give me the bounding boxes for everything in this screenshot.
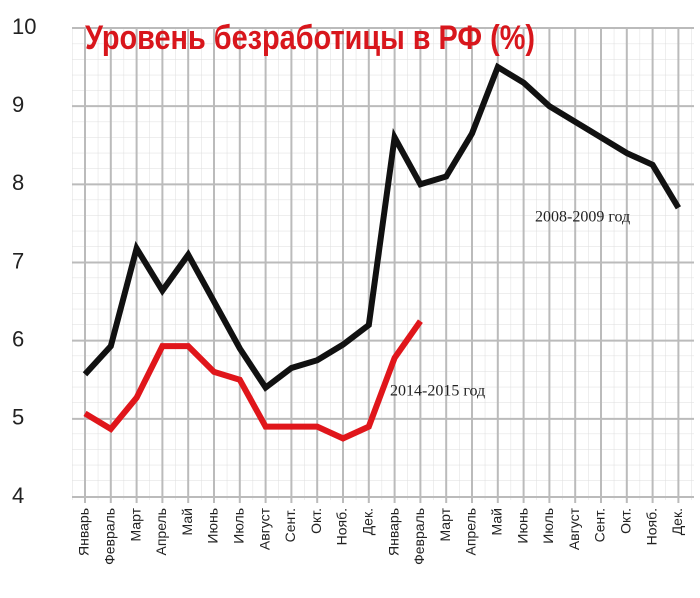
series-label: 2008-2009 год	[535, 209, 630, 226]
x-tick-label: Август	[566, 507, 582, 550]
y-tick-label: 8	[12, 170, 24, 195]
x-tick-label: Окт.	[618, 508, 634, 534]
x-tick-label: Дек.	[669, 508, 685, 535]
x-tick-label: Дек.	[360, 508, 376, 535]
x-tick-label: Январь	[385, 508, 401, 556]
series-label: 2014-2015 год	[390, 383, 485, 400]
x-tick-label: Нояб.	[334, 508, 350, 545]
y-tick-label: 7	[12, 248, 24, 273]
x-tick-label: Сент.	[282, 508, 298, 542]
x-tick-label: Май	[179, 508, 195, 535]
x-tick-label: Март	[437, 507, 453, 541]
series-line	[83, 319, 423, 442]
x-tick-label: Июль	[231, 508, 247, 544]
y-tick-label: 6	[12, 326, 24, 351]
x-tick-label: Февраль	[102, 508, 118, 565]
x-tick-label: Июнь	[514, 508, 530, 544]
y-tick-label: 4	[12, 483, 24, 508]
x-tick-label: Нояб.	[643, 508, 659, 545]
x-tick-label: Январь	[76, 508, 92, 556]
chart-title: Уровень безработицы в РФ (%)	[85, 19, 535, 57]
x-tick-label: Июль	[540, 508, 556, 544]
y-tick-label: 5	[12, 405, 24, 430]
x-tick-label: Август	[256, 507, 272, 550]
y-tick-label: 9	[12, 92, 24, 117]
x-tick-label: Окт.	[308, 508, 324, 534]
x-tick-label: Февраль	[411, 508, 427, 565]
x-tick-label: Июнь	[205, 508, 221, 544]
x-tick-label: Апрель	[153, 508, 169, 556]
x-tick-label: Сент.	[592, 508, 608, 542]
x-tick-label: Март	[127, 507, 143, 541]
y-tick-label: 10	[12, 14, 36, 39]
series-line	[82, 62, 681, 392]
x-tick-label: Апрель	[463, 508, 479, 556]
x-tick-label: Май	[489, 508, 505, 535]
